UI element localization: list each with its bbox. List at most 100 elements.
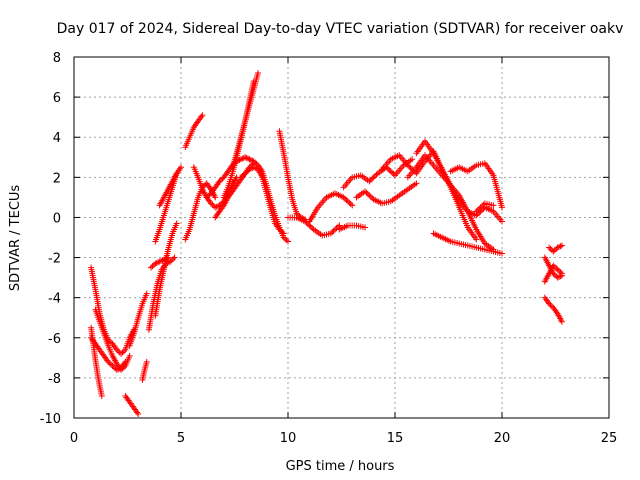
data-point bbox=[372, 172, 379, 179]
y-axis-label: SDTVAR / TECUs bbox=[8, 185, 23, 292]
data-point bbox=[148, 264, 155, 271]
data-point bbox=[334, 223, 341, 230]
series-track-37 bbox=[541, 262, 565, 285]
data-point bbox=[126, 352, 133, 359]
data-point bbox=[212, 204, 219, 211]
data-marks bbox=[88, 70, 565, 417]
data-point bbox=[247, 165, 254, 172]
series-track-7 bbox=[139, 358, 150, 383]
series-track-21 bbox=[237, 164, 287, 237]
data-point bbox=[307, 223, 314, 230]
data-point bbox=[329, 229, 336, 236]
data-point bbox=[480, 201, 487, 208]
data-point bbox=[199, 112, 206, 119]
data-point bbox=[553, 265, 560, 272]
data-point bbox=[243, 154, 250, 161]
data-point bbox=[546, 300, 553, 307]
data-point bbox=[152, 260, 159, 267]
data-point bbox=[309, 225, 316, 232]
y-tick-label: -4 bbox=[48, 292, 61, 307]
data-point bbox=[364, 191, 371, 198]
series-track-23 bbox=[285, 214, 343, 239]
data-point bbox=[554, 274, 561, 281]
data-point bbox=[554, 244, 561, 251]
y-tick-label: 6 bbox=[53, 91, 61, 106]
data-point bbox=[389, 169, 396, 176]
data-point bbox=[406, 163, 413, 170]
data-point bbox=[407, 164, 414, 171]
data-point bbox=[404, 162, 411, 169]
data-point bbox=[558, 242, 565, 249]
data-point bbox=[159, 257, 166, 264]
data-point bbox=[473, 236, 480, 243]
data-point bbox=[369, 195, 376, 202]
data-point bbox=[239, 172, 246, 179]
y-tick-labels: -10 -8 -6 -4 -2 0 2 4 6 8 bbox=[40, 51, 61, 427]
series-track-24 bbox=[306, 190, 356, 225]
series-track-36 bbox=[546, 242, 565, 255]
x-tick-label: 15 bbox=[387, 431, 404, 446]
data-point bbox=[108, 361, 115, 368]
data-point bbox=[252, 164, 259, 171]
data-point bbox=[280, 230, 287, 237]
data-point bbox=[474, 207, 481, 214]
data-point bbox=[170, 255, 177, 262]
data-point bbox=[135, 410, 142, 417]
x-tick-labels: 0 5 10 15 20 25 bbox=[70, 431, 617, 446]
data-point bbox=[370, 174, 377, 181]
data-point bbox=[499, 218, 505, 225]
data-point bbox=[342, 195, 349, 202]
series-track-34 bbox=[541, 294, 565, 325]
data-point bbox=[499, 204, 505, 211]
data-point bbox=[149, 263, 156, 270]
data-point bbox=[153, 259, 160, 266]
data-point bbox=[479, 203, 486, 210]
data-point bbox=[118, 350, 125, 357]
data-point bbox=[156, 258, 163, 265]
data-point bbox=[367, 177, 374, 184]
data-point bbox=[239, 155, 246, 162]
data-point bbox=[349, 202, 356, 209]
y-tick-label: -8 bbox=[48, 372, 61, 387]
data-point bbox=[556, 267, 563, 274]
data-point bbox=[143, 358, 150, 365]
data-point bbox=[344, 198, 351, 205]
data-point bbox=[347, 201, 354, 208]
data-point bbox=[237, 174, 244, 181]
data-point bbox=[113, 346, 120, 353]
data-point bbox=[556, 243, 563, 250]
data-point bbox=[115, 348, 122, 355]
y-tick-label: -6 bbox=[48, 332, 61, 347]
series-track-5 bbox=[122, 392, 142, 417]
data-point bbox=[551, 263, 558, 270]
data-point bbox=[250, 158, 257, 165]
y-tick-label: 8 bbox=[53, 51, 61, 66]
data-point bbox=[551, 247, 558, 254]
data-point bbox=[363, 189, 370, 196]
chart-title: Day 017 of 2024, Sidereal Day-to-day VTE… bbox=[57, 21, 624, 37]
data-point bbox=[277, 227, 284, 234]
data-point bbox=[246, 156, 253, 163]
data-point bbox=[205, 193, 212, 200]
data-point bbox=[250, 164, 257, 171]
series-track-30 bbox=[413, 138, 505, 225]
data-point bbox=[550, 262, 557, 269]
data-point bbox=[247, 156, 254, 163]
data-point bbox=[373, 171, 380, 178]
x-tick-label: 0 bbox=[70, 431, 78, 446]
data-point bbox=[387, 168, 394, 175]
data-point bbox=[279, 229, 286, 236]
data-point bbox=[558, 270, 565, 277]
data-point bbox=[409, 156, 416, 163]
series-track-14 bbox=[182, 112, 206, 151]
data-point bbox=[242, 154, 249, 161]
data-point bbox=[473, 208, 480, 215]
data-point bbox=[556, 273, 563, 280]
data-point bbox=[246, 166, 253, 173]
axis-ticks bbox=[73, 56, 610, 419]
data-point bbox=[120, 348, 127, 355]
data-point bbox=[557, 269, 564, 276]
y-tick-label: -10 bbox=[40, 412, 61, 427]
data-point bbox=[557, 243, 564, 250]
x-tick-label: 25 bbox=[601, 431, 618, 446]
